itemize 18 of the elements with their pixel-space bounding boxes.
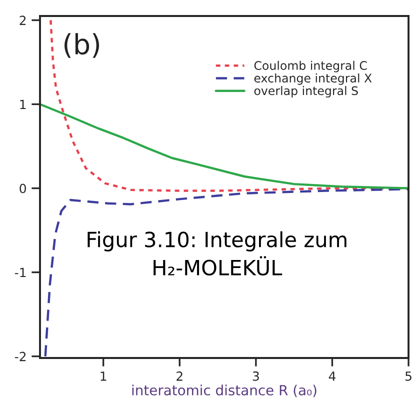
y-tick-label: 2 — [20, 16, 26, 25]
x-axis-title: interatomic distance R (a₀) — [132, 384, 316, 398]
x-tick-label: 4 — [328, 372, 336, 381]
legend-label: Coulomb integral C — [254, 60, 367, 72]
annotation: Figur 3.10: Integrale zum H₂-MOLEKÜL — [88, 231, 346, 276]
line-series — [44, 188, 409, 358]
x-tick-label: 3 — [252, 371, 259, 381]
legend-label: exchange integral X — [254, 73, 372, 85]
line-series — [40, 103, 409, 190]
y-tick-label: -2 — [14, 352, 26, 362]
x-tick-label: 2 — [176, 371, 182, 381]
y-tick-label: 0 — [20, 184, 26, 194]
annotation: (b) — [64, 33, 100, 58]
y-tick-label: -1 — [14, 268, 26, 278]
legend-label: overlap integral S — [254, 86, 358, 98]
y-tick-label: 1 — [20, 100, 26, 109]
x-tick-label: 5 — [406, 372, 412, 381]
x-tick-label: 1 — [100, 372, 106, 381]
